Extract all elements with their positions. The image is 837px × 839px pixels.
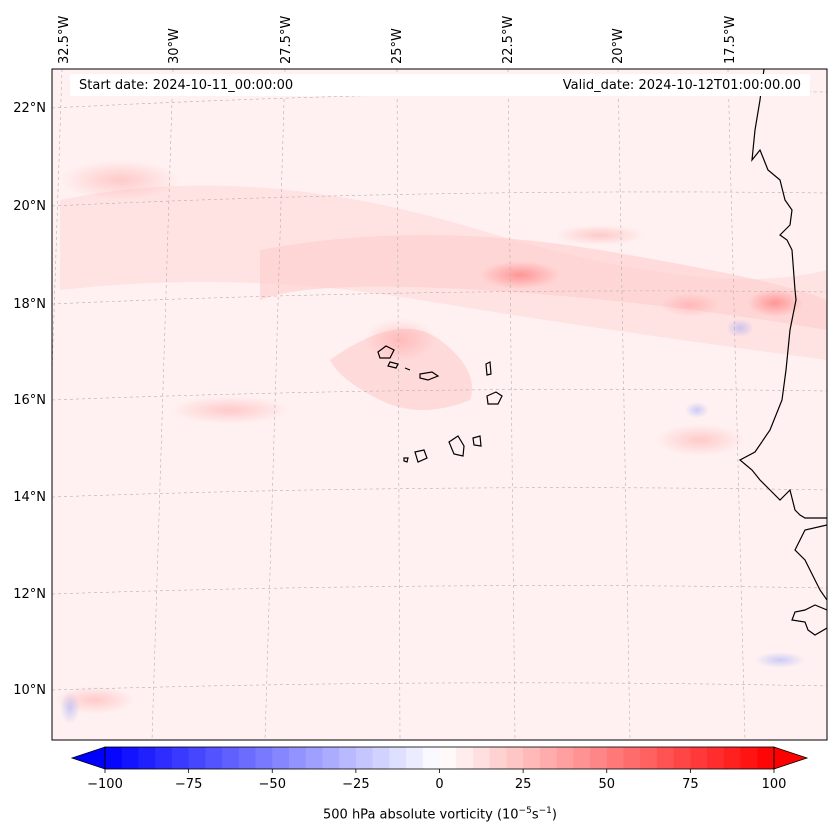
colorbar-tick-label: 50 [598, 777, 615, 792]
colorbar-cell [372, 747, 390, 769]
colorbar-cell [155, 747, 173, 769]
colorbar-cell [238, 747, 257, 769]
vorticity-field [52, 69, 827, 740]
lon-label: 25°W [390, 28, 405, 64]
lon-label: 20°W [611, 28, 626, 64]
colorbar-cell [272, 747, 290, 769]
colorbar-cell [322, 747, 340, 769]
lat-label: 16°N [13, 393, 46, 408]
lat-label: 18°N [13, 297, 46, 312]
colorbar-cell [222, 747, 240, 769]
colorbar-cell [623, 747, 641, 769]
colorbar-label-prefix: 500 hPa absolute vorticity (10 [323, 807, 519, 823]
colorbar-cell [456, 747, 474, 769]
colorbar: −100 −75 −50 −25 0 25 50 75 100 [70, 746, 809, 792]
graticule [52, 69, 827, 740]
header-strip [70, 74, 810, 96]
lat-label: 10°N [13, 683, 46, 698]
colorbar-tick-label: 75 [682, 777, 699, 792]
lon-label: 22.5°W [501, 16, 516, 64]
colorbar-cell [121, 747, 139, 769]
colorbar-cell [355, 747, 374, 769]
colorbar-tick-label: −100 [87, 777, 123, 792]
lat-label: 20°N [13, 199, 46, 214]
colorbar-extend-high [773, 746, 809, 770]
colorbar-cell [171, 747, 190, 769]
colorbar-cell [439, 747, 457, 769]
colorbar-cell [723, 747, 742, 769]
colorbar-cell [573, 747, 591, 769]
colorbar-cell [590, 747, 608, 769]
start-date: Start date: 2024-10-11_00:00:00 [79, 78, 294, 93]
colorbar-cell [506, 747, 524, 769]
colorbar-ticks: −100 −75 −50 −25 0 25 50 75 100 [87, 769, 786, 792]
lat-label: 22°N [13, 101, 46, 116]
colorbar-tick-label: −25 [342, 777, 369, 792]
colorbar-cell [406, 747, 424, 769]
longitude-labels: 32.5°W 30°W 27.5°W 25°W 22.5°W 20°W 17.5… [57, 16, 738, 64]
colorbar-cell [606, 747, 624, 769]
colorbar-cell [255, 747, 273, 769]
lon-label: 32.5°W [57, 16, 72, 64]
colorbar-tick-label: 25 [515, 777, 532, 792]
colorbar-cell [757, 747, 775, 769]
colorbar-cells [105, 747, 775, 769]
lon-label: 30°W [167, 28, 182, 64]
colorbar-tick-label: −50 [259, 777, 286, 792]
colorbar-cell [523, 747, 541, 769]
colorbar-label: 500 hPa absolute vorticity (10−5s−1) [0, 806, 837, 822]
colorbar-label-suffix: ) [551, 807, 557, 823]
colorbar-label-mid: s [531, 807, 539, 823]
lon-label: 27.5°W [279, 16, 294, 64]
colorbar-cell [489, 747, 507, 769]
colorbar-cell [539, 747, 558, 769]
lat-label: 14°N [13, 490, 46, 505]
colorbar-cell [288, 747, 307, 769]
colorbar-cell [472, 747, 491, 769]
colorbar-cell [640, 747, 658, 769]
coastline [377, 69, 827, 636]
lat-label: 12°N [13, 587, 46, 602]
colorbar-cell [422, 747, 440, 769]
colorbar-cell [673, 747, 691, 769]
colorbar-extend-low [70, 746, 106, 770]
colorbar-cell [339, 747, 357, 769]
colorbar-cell [707, 747, 725, 769]
lon-label: 17.5°W [723, 16, 738, 64]
valid-date: Valid_date: 2024-10-12T01:00:00.00 [562, 78, 801, 93]
colorbar-label-exp1: −5 [518, 806, 532, 816]
colorbar-cell [138, 747, 156, 769]
colorbar-cell [389, 747, 407, 769]
colorbar-cell [740, 747, 758, 769]
colorbar-cell [690, 747, 708, 769]
colorbar-label-exp2: −1 [538, 806, 552, 816]
map-frame [51, 68, 828, 741]
latitude-labels: 22°N 20°N 18°N 16°N 14°N 12°N 10°N [13, 101, 46, 698]
colorbar-cell [556, 747, 574, 769]
colorbar-tick-label: 100 [762, 777, 787, 792]
colorbar-cell [205, 747, 223, 769]
colorbar-cell [305, 747, 323, 769]
colorbar-cell [188, 747, 206, 769]
colorbar-cell [656, 747, 675, 769]
colorbar-tick-label: −75 [175, 777, 202, 792]
colorbar-cell [105, 747, 123, 769]
colorbar-tick-label: 0 [435, 777, 443, 792]
